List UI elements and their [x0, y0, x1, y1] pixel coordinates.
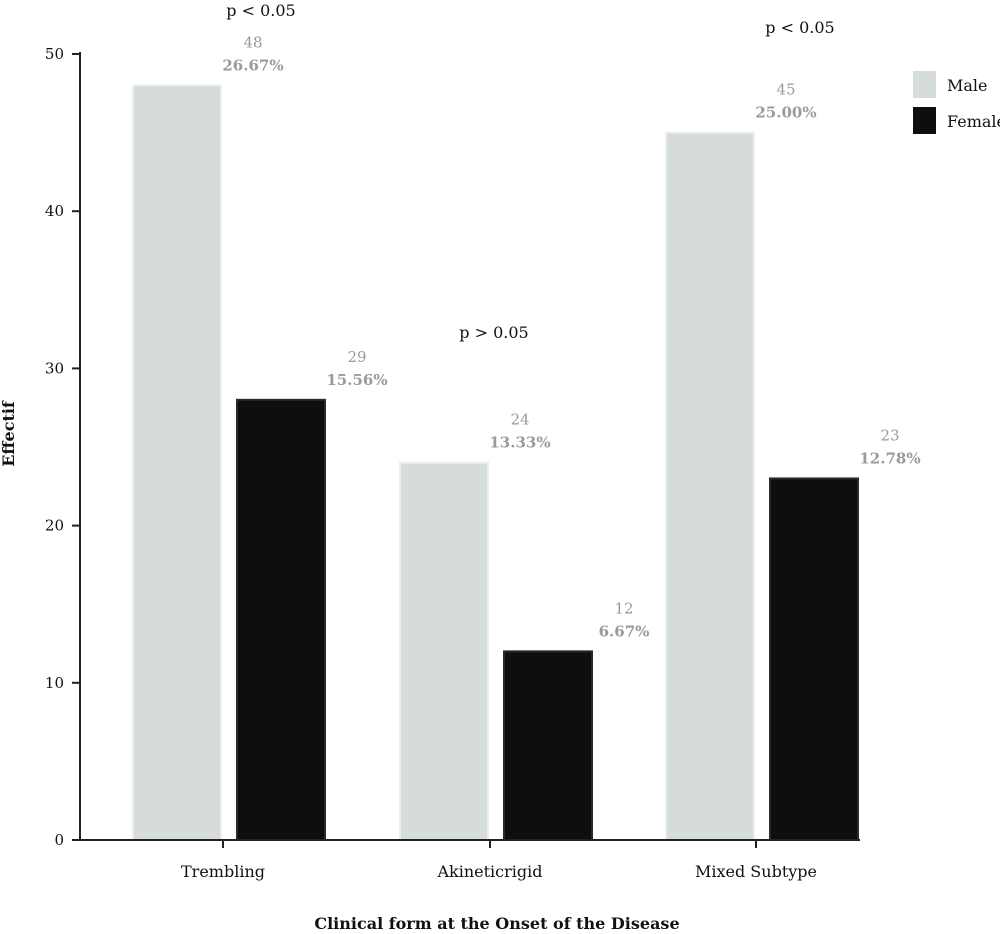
bar-male-1 — [399, 461, 489, 841]
bar-male-0 — [132, 84, 222, 841]
x-ticks: Trembling Akineticrigid Mixed Subtype — [181, 840, 817, 881]
x-category-label: Trembling — [181, 862, 265, 881]
bar-count-label: 29 — [347, 348, 366, 366]
bar-count-label: 23 — [880, 426, 899, 444]
bar-count-label: 45 — [776, 81, 795, 99]
bar-male-2 — [665, 131, 755, 842]
legend: Male Female — [913, 71, 1000, 134]
bar-percent-label: 13.33% — [489, 434, 550, 452]
y-tick-label: 40 — [45, 202, 64, 220]
data-labels: 48 26.67% 29 15.56% 24 13.33% 12 6.67% 45 25.00% 2… — [222, 33, 920, 640]
bar-percent-label: 6.67% — [599, 622, 650, 640]
p-value-label: p < 0.05 — [765, 18, 834, 37]
y-tick-label: 50 — [45, 45, 64, 63]
bar-female-2 — [769, 477, 859, 841]
legend-label-male: Male — [947, 76, 988, 95]
bar-count-label: 24 — [510, 411, 529, 429]
axes-layer — [79, 52, 860, 841]
legend-label-female: Female — [947, 112, 1000, 131]
y-tick-label: 0 — [54, 831, 64, 849]
y-tick-label: 20 — [45, 517, 64, 535]
p-value-annotations: p < 0.05 p > 0.05 p < 0.05 — [226, 1, 834, 342]
bars-layer — [132, 84, 859, 842]
y-axis-title: Effectif — [0, 400, 18, 467]
bar-percent-label: 15.56% — [326, 371, 387, 389]
y-ticks: 0 10 20 30 40 50 — [45, 45, 80, 849]
legend-swatch-female — [913, 107, 936, 134]
y-tick-label: 10 — [45, 674, 64, 692]
y-tick-label: 30 — [45, 359, 64, 377]
legend-swatch-male — [913, 71, 936, 98]
bar-percent-label: 12.78% — [859, 449, 920, 467]
x-category-label: Mixed Subtype — [695, 862, 817, 881]
p-value-label: p < 0.05 — [226, 1, 295, 20]
bar-female-1 — [503, 650, 593, 841]
bar-count-label: 48 — [243, 33, 262, 51]
bar-count-label: 12 — [614, 599, 633, 617]
x-axis-title: Clinical form at the Onset of the Diseas… — [314, 914, 679, 933]
bar-percent-label: 26.67% — [222, 56, 283, 74]
x-category-label: Akineticrigid — [436, 862, 542, 881]
bar-female-0 — [236, 398, 326, 841]
bar-percent-label: 25.00% — [755, 104, 816, 122]
p-value-label: p > 0.05 — [459, 323, 528, 342]
